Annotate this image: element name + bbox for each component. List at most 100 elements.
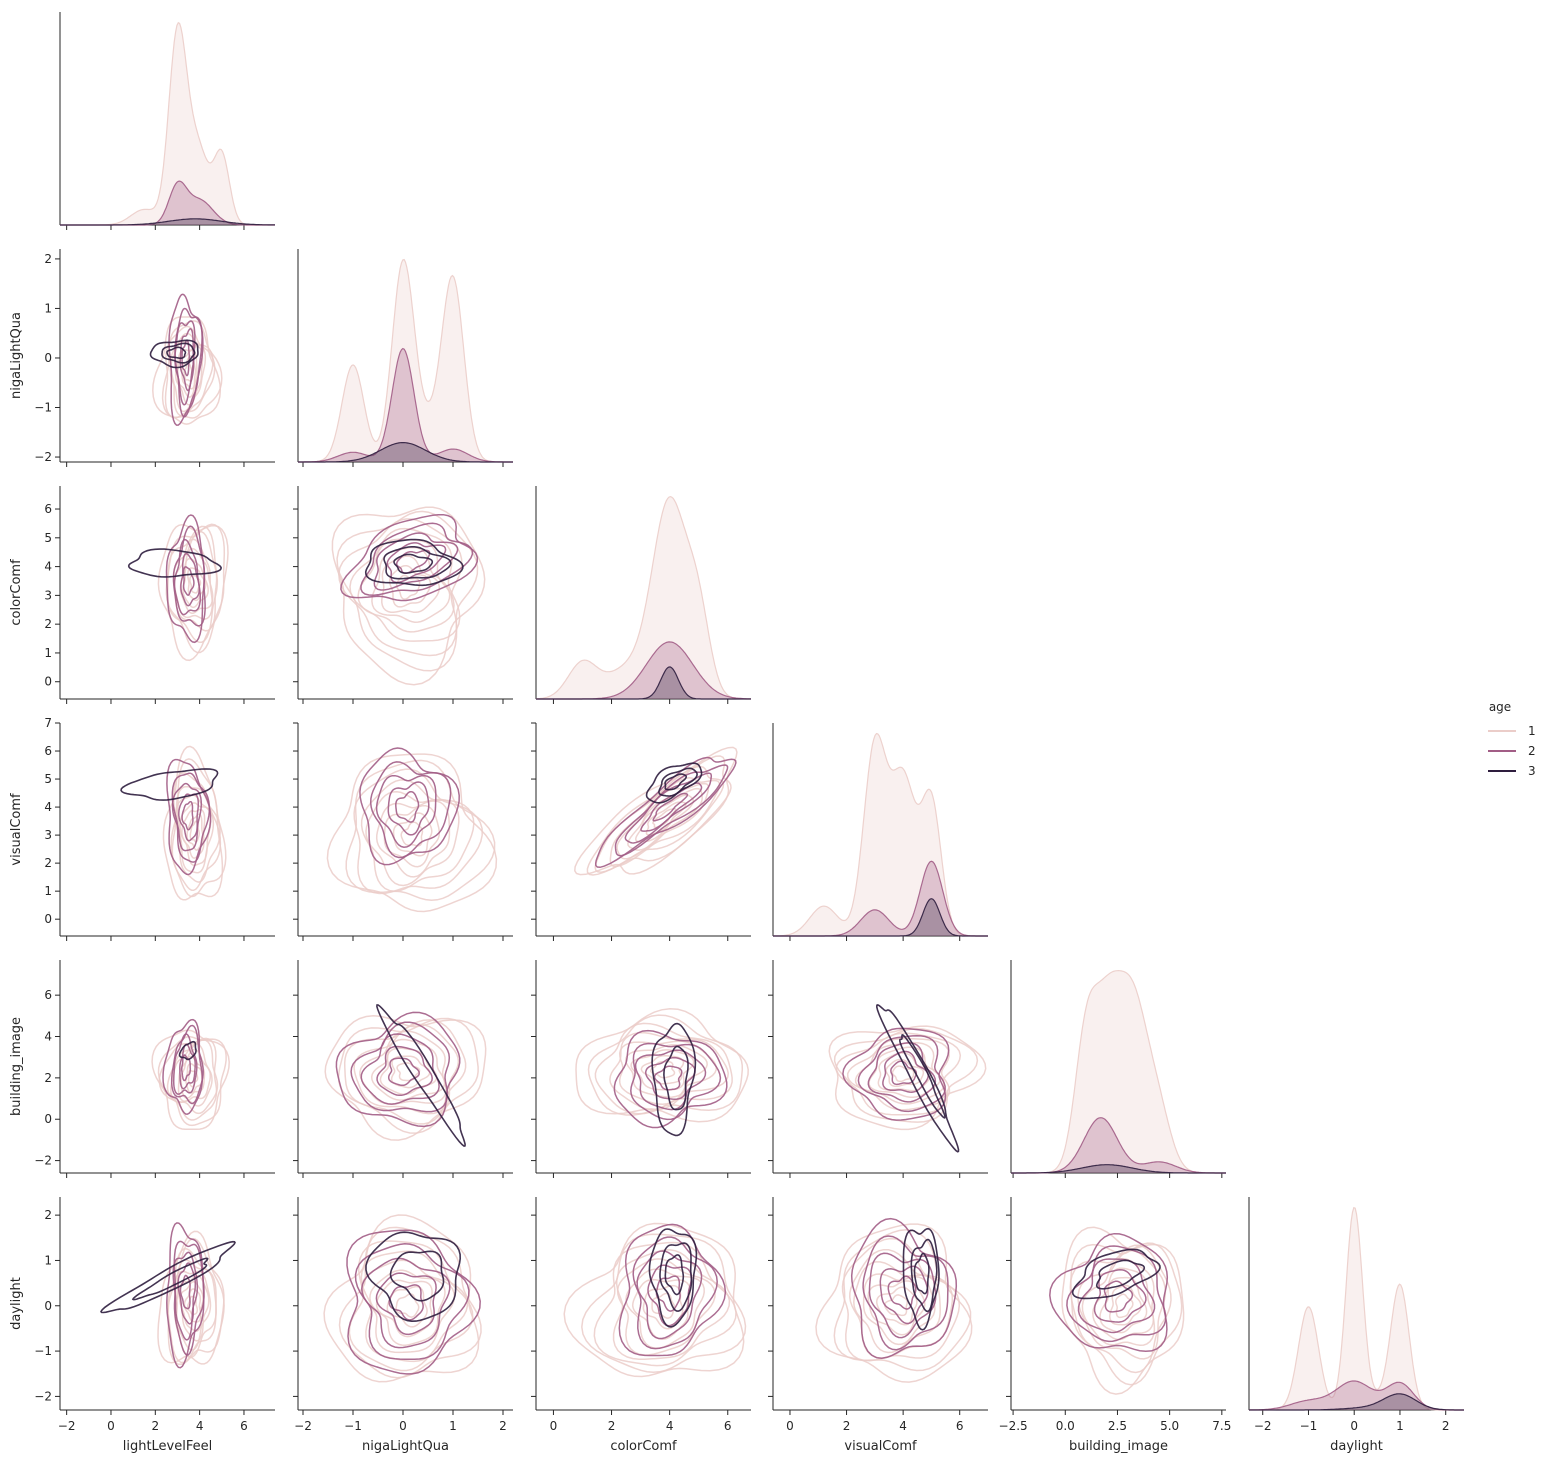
contour-age-1 bbox=[166, 1039, 219, 1115]
kde-fill-age-3 bbox=[1011, 1164, 1226, 1173]
contours-visualComf-vs-colorComf bbox=[574, 746, 738, 876]
panel-nigaLightQua-vs-lightLevelFeel bbox=[59, 249, 275, 463]
contour-age-3 bbox=[875, 1004, 960, 1153]
y-tick-label: 5 bbox=[44, 772, 52, 786]
kde-line-age-3 bbox=[536, 666, 751, 700]
kde-fill-age-2 bbox=[298, 348, 513, 462]
contour-age-1 bbox=[174, 1270, 212, 1351]
y-tick-label: 4 bbox=[44, 560, 52, 574]
x-tick-label: −1 bbox=[344, 1419, 362, 1433]
y-tick-label: 1 bbox=[44, 301, 52, 315]
y-tick-label: 1 bbox=[44, 884, 52, 898]
contours-building_image-vs-visualComf bbox=[828, 1004, 987, 1153]
contour-age-2 bbox=[373, 532, 459, 591]
contour-age-1 bbox=[324, 1015, 487, 1141]
panel-building_image-vs-lightLevelFeel bbox=[59, 960, 275, 1174]
contours-colorComf-vs-nigaLightQua bbox=[331, 506, 486, 686]
contour-age-2 bbox=[395, 549, 431, 574]
x-tick-label: 4 bbox=[899, 1419, 907, 1433]
contour-age-1 bbox=[186, 1295, 199, 1316]
contour-age-3 bbox=[913, 1252, 930, 1295]
contour-age-2 bbox=[624, 772, 713, 844]
contour-age-1 bbox=[400, 821, 424, 847]
x-axis-label-building_image: building_image bbox=[1069, 1439, 1168, 1454]
contours-daylight-vs-lightLevelFeel bbox=[100, 1222, 236, 1369]
contour-age-3 bbox=[664, 1254, 685, 1296]
y-tick-label: 2 bbox=[44, 1071, 52, 1085]
contour-age-1 bbox=[833, 1228, 972, 1372]
panel-daylight-vs-lightLevelFeel bbox=[59, 1197, 275, 1411]
contour-age-2 bbox=[170, 1024, 204, 1105]
panel-visualComf-vs-colorComf bbox=[535, 723, 751, 937]
legend-label-age-1: 1 bbox=[1528, 724, 1536, 738]
contour-age-3 bbox=[149, 339, 199, 369]
contour-age-1 bbox=[375, 1279, 433, 1338]
contour-age-2 bbox=[182, 566, 195, 596]
contour-age-2 bbox=[887, 1275, 917, 1310]
x-tick-label: −2 bbox=[1254, 1419, 1272, 1433]
contours-daylight-vs-visualComf bbox=[815, 1217, 973, 1383]
contour-age-2 bbox=[172, 525, 206, 627]
y-axis-label-building_image: building_image bbox=[9, 1017, 24, 1116]
kde-fill-age-2 bbox=[773, 861, 988, 936]
contour-age-2 bbox=[387, 781, 430, 836]
contour-age-1 bbox=[645, 801, 687, 836]
y-axis-label-nigaLightQua: nigaLightQua bbox=[9, 312, 24, 399]
contour-age-2 bbox=[171, 782, 203, 852]
y-tick-label: 7 bbox=[44, 716, 52, 730]
contour-age-2 bbox=[360, 1033, 440, 1105]
x-tick-label: 2 bbox=[499, 1419, 507, 1433]
diagonal-kde-daylight bbox=[1248, 1206, 1464, 1411]
y-tick-label: 4 bbox=[44, 800, 52, 814]
contour-age-1 bbox=[179, 802, 212, 866]
kde-fill-age-1 bbox=[1249, 1207, 1464, 1410]
contour-age-2 bbox=[360, 522, 474, 596]
contour-age-1 bbox=[331, 506, 486, 686]
y-tick-label: 1 bbox=[44, 646, 52, 660]
contour-age-1 bbox=[835, 1032, 962, 1116]
contour-age-1 bbox=[171, 772, 222, 892]
contour-age-3 bbox=[648, 1228, 698, 1328]
diagonal-kde-visualComf bbox=[772, 732, 988, 937]
kde-line-age-1 bbox=[535, 495, 751, 700]
contour-age-1 bbox=[854, 1041, 945, 1105]
contour-age-1 bbox=[180, 1055, 206, 1099]
x-tick-label: 2 bbox=[843, 1419, 851, 1433]
x-tick-label: 2 bbox=[151, 1419, 159, 1433]
contours-building_image-vs-colorComf bbox=[575, 1008, 749, 1137]
contour-age-2 bbox=[177, 1262, 197, 1325]
contour-age-1 bbox=[594, 765, 725, 873]
x-axis-label-colorComf: colorComf bbox=[610, 1439, 677, 1454]
kde-line-age-1 bbox=[1249, 1206, 1464, 1411]
diagonal-kde-lightLevelFeel bbox=[60, 21, 275, 226]
x-tick-label: 6 bbox=[724, 1419, 732, 1433]
y-tick-label: 0 bbox=[44, 1112, 52, 1126]
contour-age-2 bbox=[868, 1252, 937, 1339]
legend: age 1 2 3 bbox=[1488, 700, 1536, 778]
contour-age-2 bbox=[1093, 1269, 1147, 1323]
x-tick-label: 2.5 bbox=[1108, 1419, 1127, 1433]
contours-colorComf-vs-lightLevelFeel bbox=[127, 514, 229, 662]
contour-age-1 bbox=[375, 800, 451, 878]
contour-age-2 bbox=[386, 542, 447, 584]
contour-age-1 bbox=[630, 1049, 695, 1091]
x-tick-label: 2 bbox=[608, 1419, 616, 1433]
x-tick-label: −1 bbox=[1300, 1419, 1318, 1433]
x-tick-label: −2.5 bbox=[999, 1419, 1028, 1433]
contour-age-3 bbox=[383, 546, 452, 580]
contour-age-1 bbox=[625, 1044, 708, 1098]
contour-age-1 bbox=[640, 1054, 685, 1085]
y-tick-label: 6 bbox=[44, 988, 52, 1002]
contour-age-2 bbox=[1103, 1280, 1134, 1313]
contour-age-1 bbox=[1109, 1284, 1142, 1326]
contour-age-2 bbox=[172, 1251, 199, 1341]
contour-age-3 bbox=[645, 762, 703, 804]
panel-colorComf-vs-lightLevelFeel bbox=[59, 486, 275, 700]
contour-age-1 bbox=[158, 1037, 218, 1121]
contour-age-1 bbox=[390, 1055, 431, 1089]
y-tick-label: −2 bbox=[34, 1154, 52, 1168]
contours-building_image-vs-lightLevelFeel bbox=[151, 1018, 230, 1131]
contour-age-2 bbox=[346, 1229, 481, 1375]
contour-age-1 bbox=[170, 758, 227, 898]
diagonal-kde-building_image bbox=[1011, 969, 1226, 1174]
